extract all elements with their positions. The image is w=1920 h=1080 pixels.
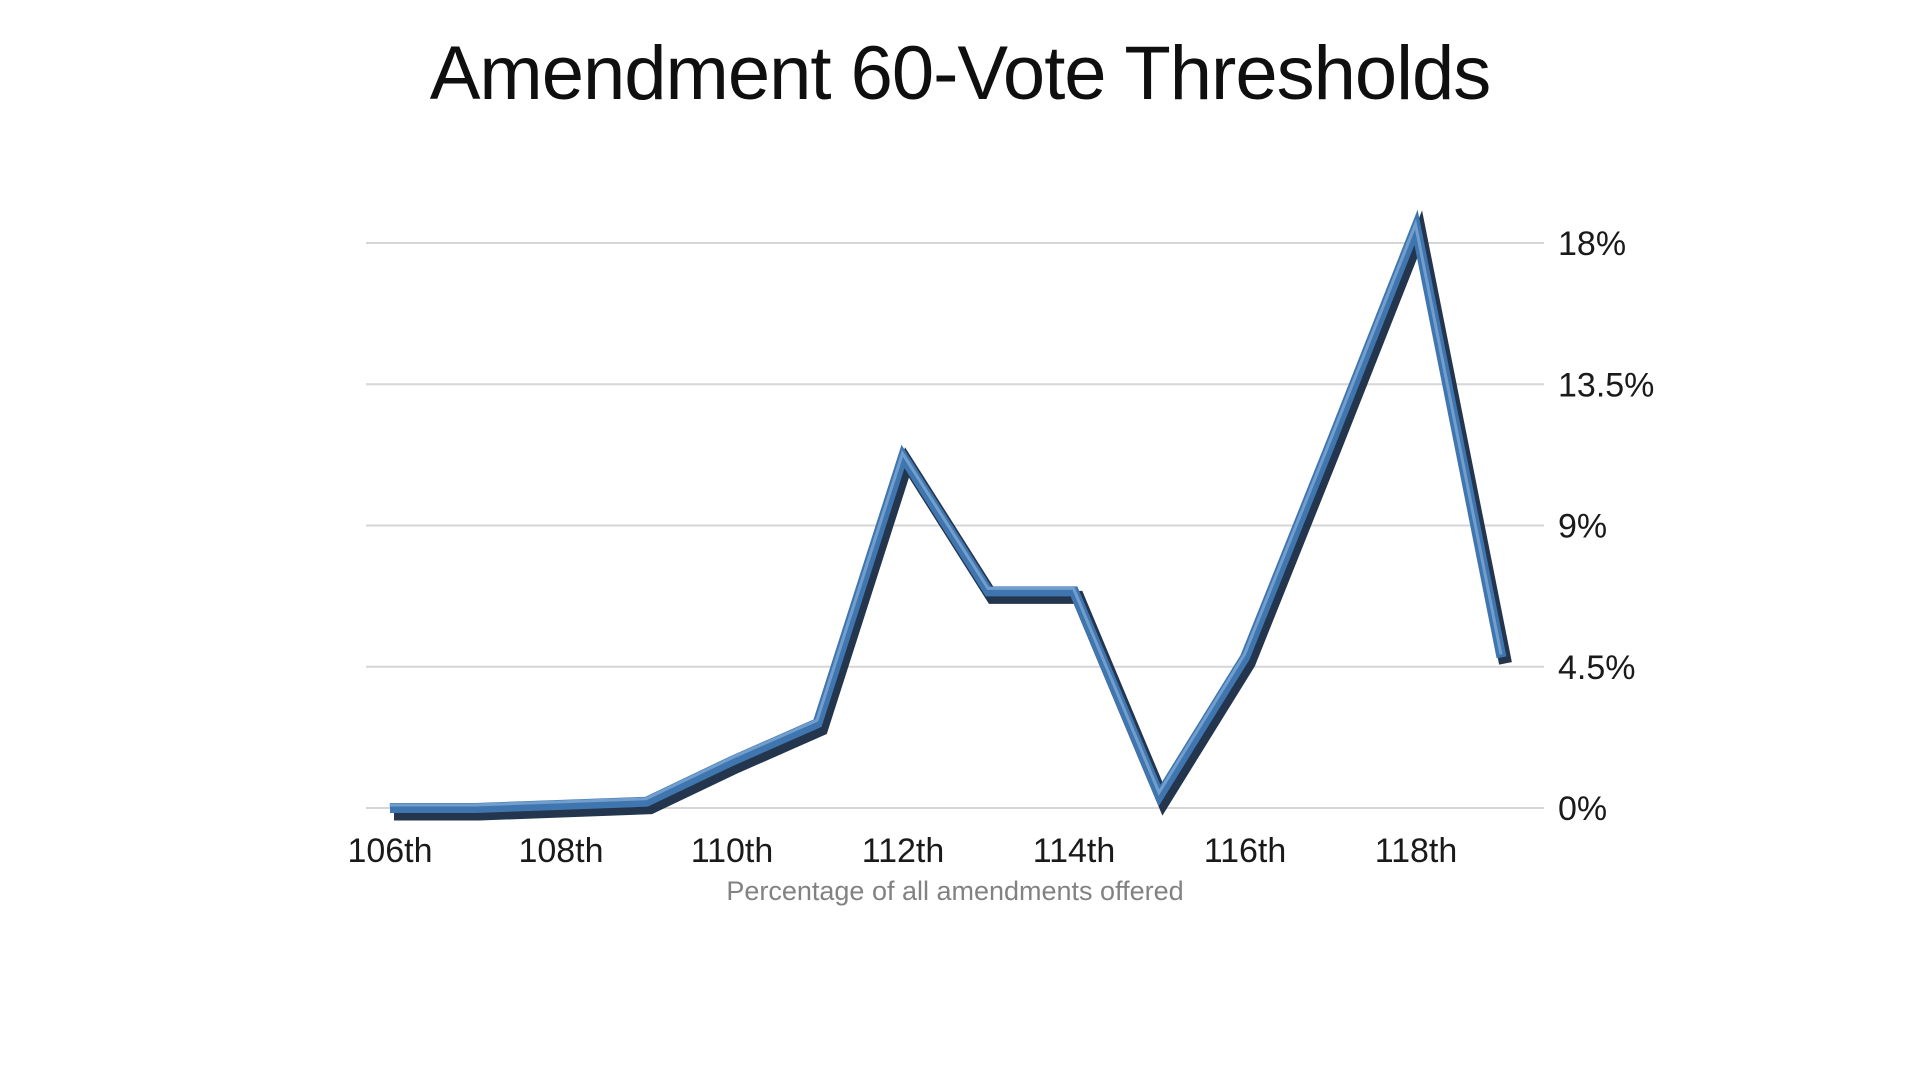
y-axis-labels: 18% 13.5% 9% 4.5% 0% <box>1558 225 1654 828</box>
y-tick-label: 4.5% <box>1558 649 1636 687</box>
y-tick-label: 13.5% <box>1558 366 1654 404</box>
x-tick-label: 118th <box>1375 832 1458 870</box>
x-tick-label: 106th <box>347 832 432 870</box>
data-line-highlight <box>389 219 1503 807</box>
data-line <box>390 209 1507 813</box>
x-tick-label: 114th <box>1033 832 1116 870</box>
chart-title: Amendment 60-Vote Thresholds <box>429 31 1492 116</box>
data-line-group <box>389 209 1512 821</box>
x-tick-label: 116th <box>1204 832 1287 870</box>
y-tick-label: 0% <box>1558 790 1607 828</box>
y-tick-label: 9% <box>1558 508 1607 546</box>
x-tick-label: 110th <box>691 832 774 870</box>
x-axis-caption: Percentage of all amendments offered <box>726 876 1184 906</box>
x-axis-labels: 106th 108th 110th 112th 114th 116th 118th <box>347 832 1457 870</box>
x-tick-label: 112th <box>862 832 945 870</box>
x-tick-label: 108th <box>518 832 603 870</box>
gridlines-group <box>366 242 1544 809</box>
y-tick-label: 18% <box>1558 225 1626 263</box>
